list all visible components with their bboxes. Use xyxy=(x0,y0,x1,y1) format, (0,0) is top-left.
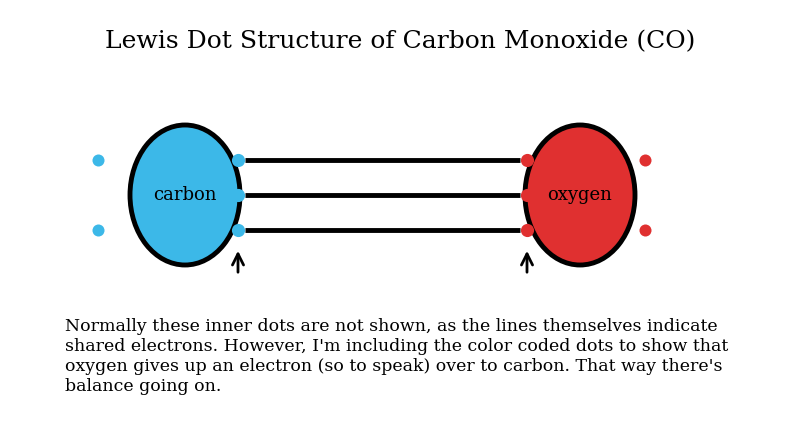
Ellipse shape xyxy=(525,125,635,265)
Point xyxy=(638,157,651,163)
Point xyxy=(232,157,245,163)
Ellipse shape xyxy=(130,125,240,265)
Text: Lewis Dot Structure of Carbon Monoxide (CO): Lewis Dot Structure of Carbon Monoxide (… xyxy=(105,30,695,53)
Point xyxy=(638,227,651,233)
Text: oxygen: oxygen xyxy=(547,186,613,204)
Text: oxygen gives up an electron (so to speak) over to carbon. That way there's: oxygen gives up an electron (so to speak… xyxy=(65,358,722,375)
Point xyxy=(232,227,245,233)
Text: Normally these inner dots are not shown, as the lines themselves indicate: Normally these inner dots are not shown,… xyxy=(65,318,718,335)
Text: shared electrons. However, I'm including the color coded dots to show that: shared electrons. However, I'm including… xyxy=(65,338,728,355)
Point xyxy=(521,191,534,198)
Point xyxy=(232,191,245,198)
Point xyxy=(91,157,104,163)
Point xyxy=(521,227,534,233)
Point xyxy=(91,227,104,233)
Point xyxy=(521,157,534,163)
Text: carbon: carbon xyxy=(154,186,217,204)
Text: balance going on.: balance going on. xyxy=(65,378,222,395)
